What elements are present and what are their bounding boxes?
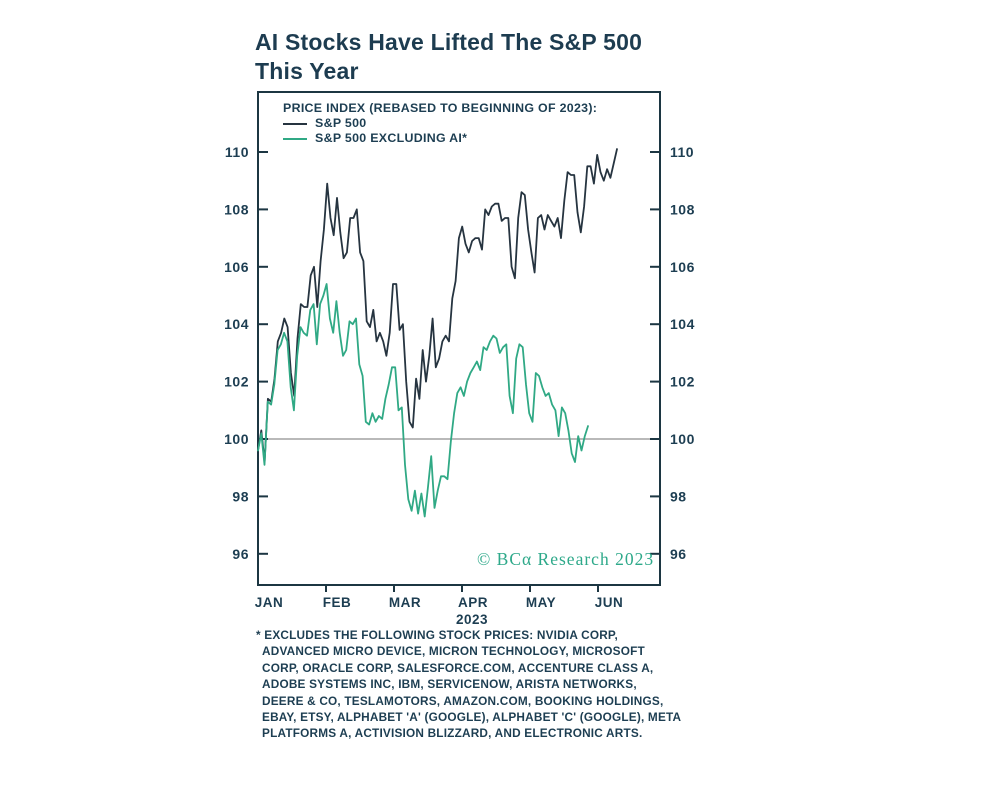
footnote-line-3: CORP, ORACLE CORP, SALESFORCE.COM, ACCEN…: [262, 660, 654, 675]
legend-item-sp500: S&P 500: [283, 116, 597, 131]
footnote-line-7: PLATFORMS A, ACTIVISION BLIZZARD, AND EL…: [262, 726, 643, 741]
y-tick-label-right: 98: [670, 488, 687, 504]
excluded-stocks-footnote: * EXCLUDES THE FOLLOWING STOCK PRICES: N…: [256, 627, 736, 742]
sp500-ex-ai-line-swatch: [283, 137, 307, 140]
x-tick-label-jun: JUN: [595, 595, 624, 610]
plot-frame: [257, 91, 661, 586]
x-tick-label-apr: APR: [458, 595, 488, 610]
page-title: AI Stocks Have Lifted The S&P 500 This Y…: [255, 28, 642, 86]
y-tick-label-right: 104: [670, 316, 695, 332]
sp500-line-swatch: [283, 122, 307, 125]
y-tick-label-right: 106: [670, 259, 695, 275]
footnote-line-4: ADOBE SYSTEMS INC, IBM, SERVICENOW, ARIS…: [262, 677, 637, 692]
x-tick-label-mar: MAR: [389, 595, 421, 610]
y-tick-label-right: 110: [670, 144, 694, 160]
x-tick-label-may: MAY: [526, 595, 556, 610]
legend-label-sp500-ex-ai: S&P 500 EXCLUDING AI*: [315, 131, 468, 145]
footnote-line-1: * EXCLUDES THE FOLLOWING STOCK PRICES: N…: [256, 628, 618, 642]
y-tick-label-left: 100: [224, 431, 249, 447]
bca-research-watermark: © BCα Research 2023: [477, 549, 655, 569]
footnote-line-2: ADVANCED MICRO DEVICE, MICRON TECHNOLOGY…: [262, 644, 645, 659]
footnote-line-5: DEERE & CO, TESLAMOTORS, AMAZON.COM, BOO…: [262, 693, 664, 708]
y-tick-label-right: 100: [670, 431, 695, 447]
y-tick-label-right: 108: [670, 201, 695, 217]
footnote-line-6: EBAY, ETSY, ALPHABET 'A' (GOOGLE), ALPHA…: [262, 710, 682, 725]
x-tick-label-feb: FEB: [323, 595, 352, 610]
legend-title: PRICE INDEX (REBASED TO BEGINNING OF 202…: [283, 101, 598, 115]
x-axis-year-label: 2023: [456, 612, 488, 627]
y-tick-label-left: 96: [232, 546, 249, 562]
y-tick-label-right: 102: [670, 374, 695, 390]
page-title-line1: AI Stocks Have Lifted The S&P 500: [255, 29, 643, 55]
page-title-line2: This Year: [255, 58, 359, 84]
chart-legend: PRICE INDEX (REBASED TO BEGINNING OF 202…: [283, 101, 597, 146]
y-tick-label-left: 104: [224, 316, 249, 332]
legend-item-sp500-ex-ai: S&P 500 EXCLUDING AI*: [283, 131, 597, 146]
sp500-line: [257, 148, 618, 463]
sp500-ex-ai-line: [257, 283, 589, 518]
y-tick-label-left: 108: [224, 201, 249, 217]
y-tick-label-left: 102: [224, 374, 249, 390]
legend-label-sp500: S&P 500: [315, 116, 367, 130]
y-tick-label-left: 98: [232, 488, 249, 504]
y-tick-label-left: 110: [225, 144, 249, 160]
y-tick-label-right: 96: [670, 546, 687, 562]
y-tick-label-left: 106: [224, 259, 249, 275]
x-tick-label-jan: JAN: [255, 595, 284, 610]
